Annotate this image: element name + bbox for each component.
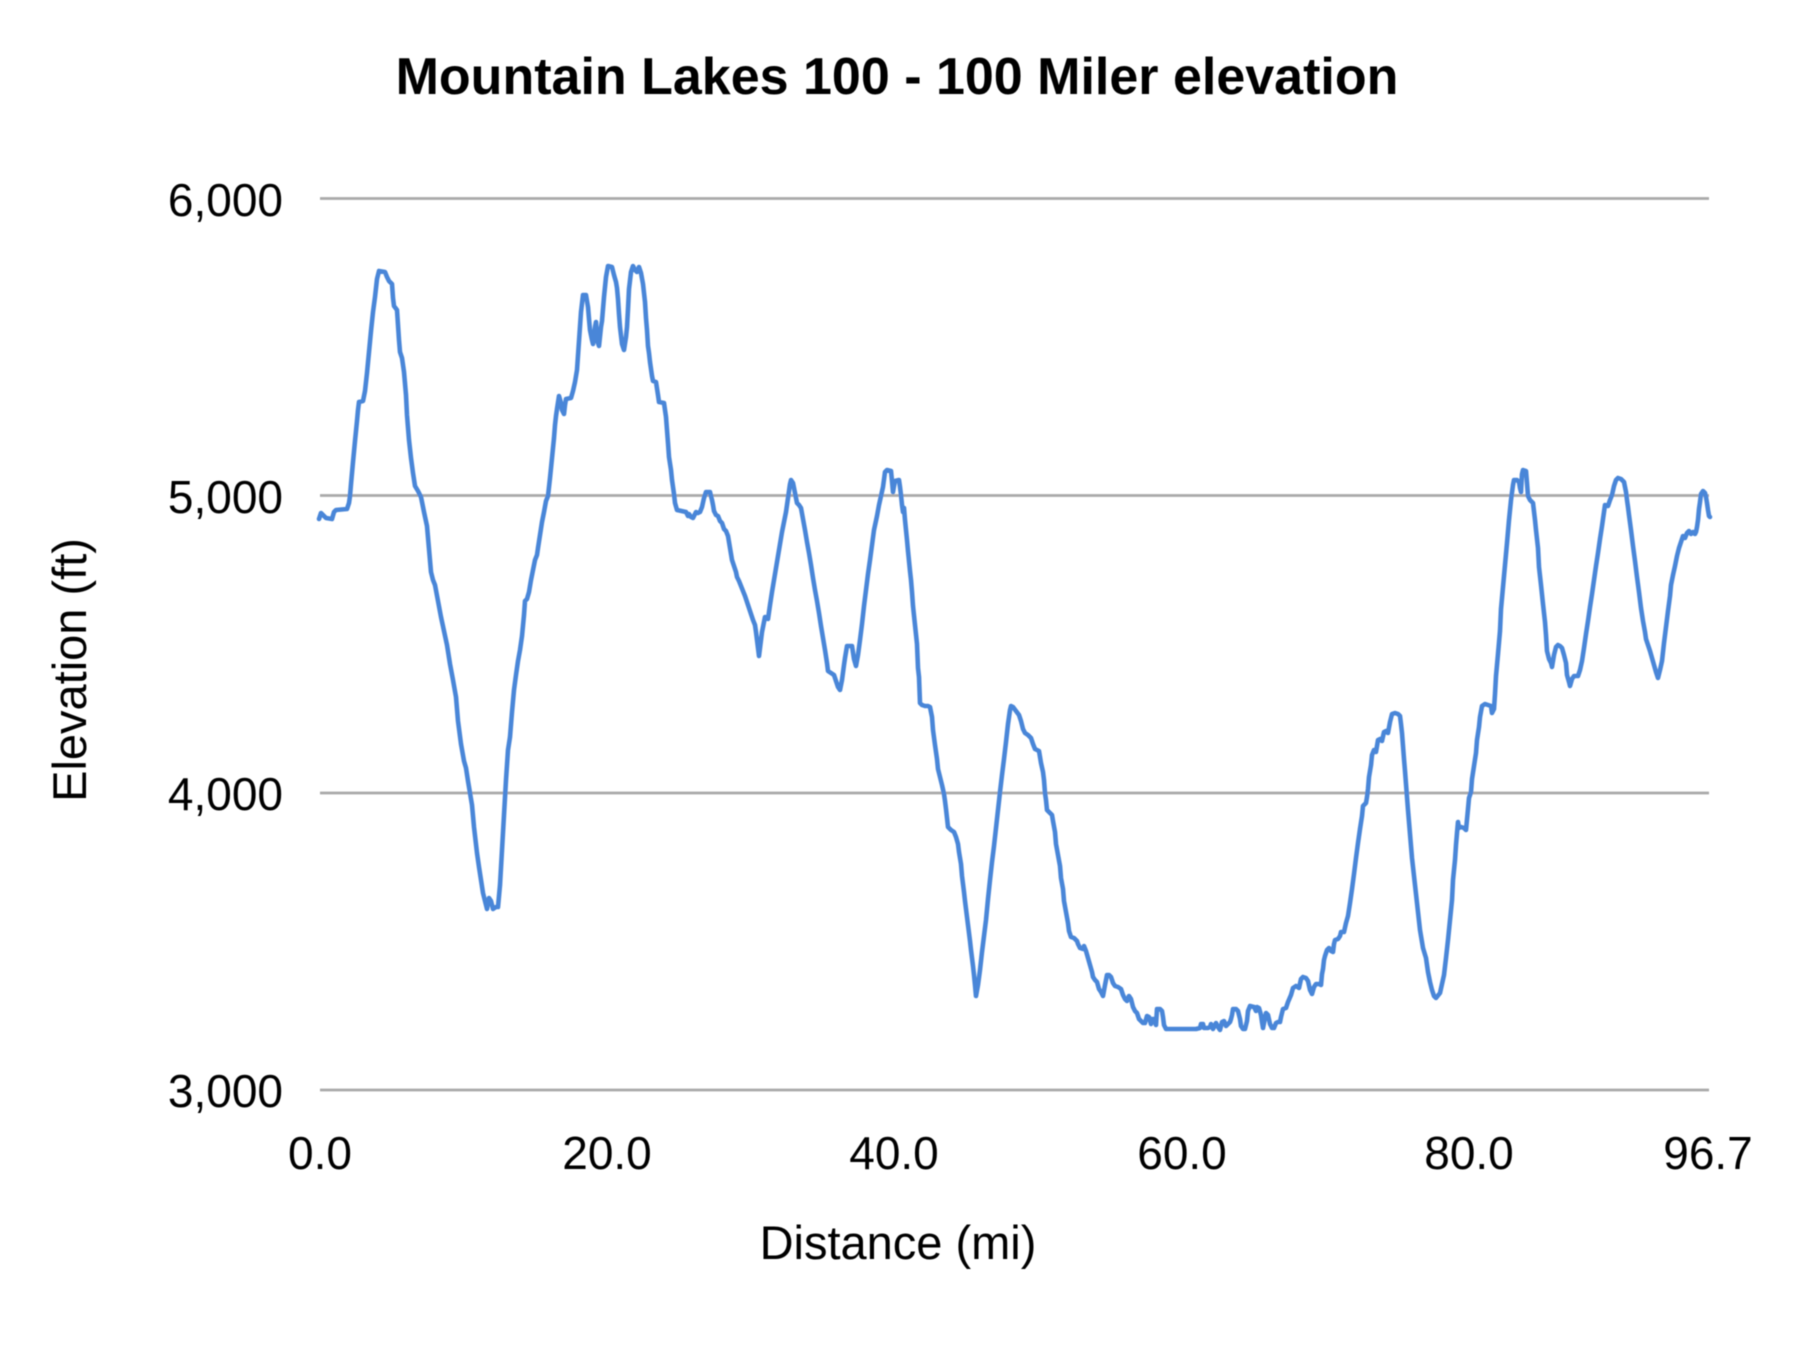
svg-text:60.0: 60.0 — [1137, 1127, 1227, 1179]
svg-text:96.7: 96.7 — [1663, 1127, 1753, 1179]
svg-text:40.0: 40.0 — [849, 1127, 939, 1179]
svg-text:Elevation (ft): Elevation (ft) — [43, 538, 96, 802]
svg-text:Distance (mi): Distance (mi) — [760, 1216, 1037, 1269]
svg-text:20.0: 20.0 — [562, 1127, 652, 1179]
svg-text:4,000: 4,000 — [168, 768, 283, 820]
svg-text:3,000: 3,000 — [168, 1065, 283, 1117]
svg-text:80.0: 80.0 — [1424, 1127, 1514, 1179]
svg-text:6,000: 6,000 — [168, 174, 283, 226]
svg-text:5,000: 5,000 — [168, 471, 283, 523]
svg-text:0.0: 0.0 — [288, 1127, 352, 1179]
svg-text:Mountain Lakes 100 - 100 Miler: Mountain Lakes 100 - 100 Miler elevation — [396, 48, 1399, 106]
